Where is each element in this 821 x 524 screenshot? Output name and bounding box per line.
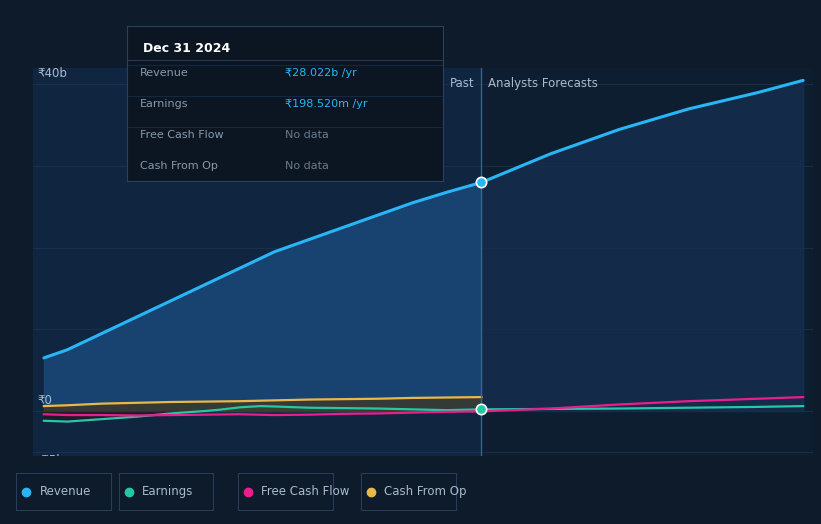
- Text: No data: No data: [286, 130, 329, 140]
- Text: Free Cash Flow: Free Cash Flow: [261, 485, 350, 498]
- Text: ₹198.520m /yr: ₹198.520m /yr: [286, 99, 368, 109]
- Point: [475, 405, 488, 413]
- Text: Cash From Op: Cash From Op: [384, 485, 466, 498]
- Text: Earnings: Earnings: [140, 99, 188, 109]
- Text: ₹28.022b /yr: ₹28.022b /yr: [286, 68, 357, 78]
- Text: Past: Past: [450, 77, 475, 90]
- Bar: [33, 68, 481, 456]
- Text: -₹5b: -₹5b: [37, 454, 64, 467]
- Text: Analysts Forecasts: Analysts Forecasts: [488, 77, 599, 90]
- Text: Revenue: Revenue: [39, 485, 91, 498]
- Point: [475, 178, 488, 187]
- Bar: [481, 68, 813, 456]
- Text: Revenue: Revenue: [140, 68, 189, 78]
- Text: Earnings: Earnings: [142, 485, 194, 498]
- Text: ₹0: ₹0: [37, 394, 52, 407]
- Text: Cash From Op: Cash From Op: [140, 161, 218, 171]
- Text: Free Cash Flow: Free Cash Flow: [140, 130, 223, 140]
- Text: Dec 31 2024: Dec 31 2024: [143, 42, 231, 54]
- Text: No data: No data: [286, 161, 329, 171]
- Text: ₹40b: ₹40b: [37, 68, 67, 80]
